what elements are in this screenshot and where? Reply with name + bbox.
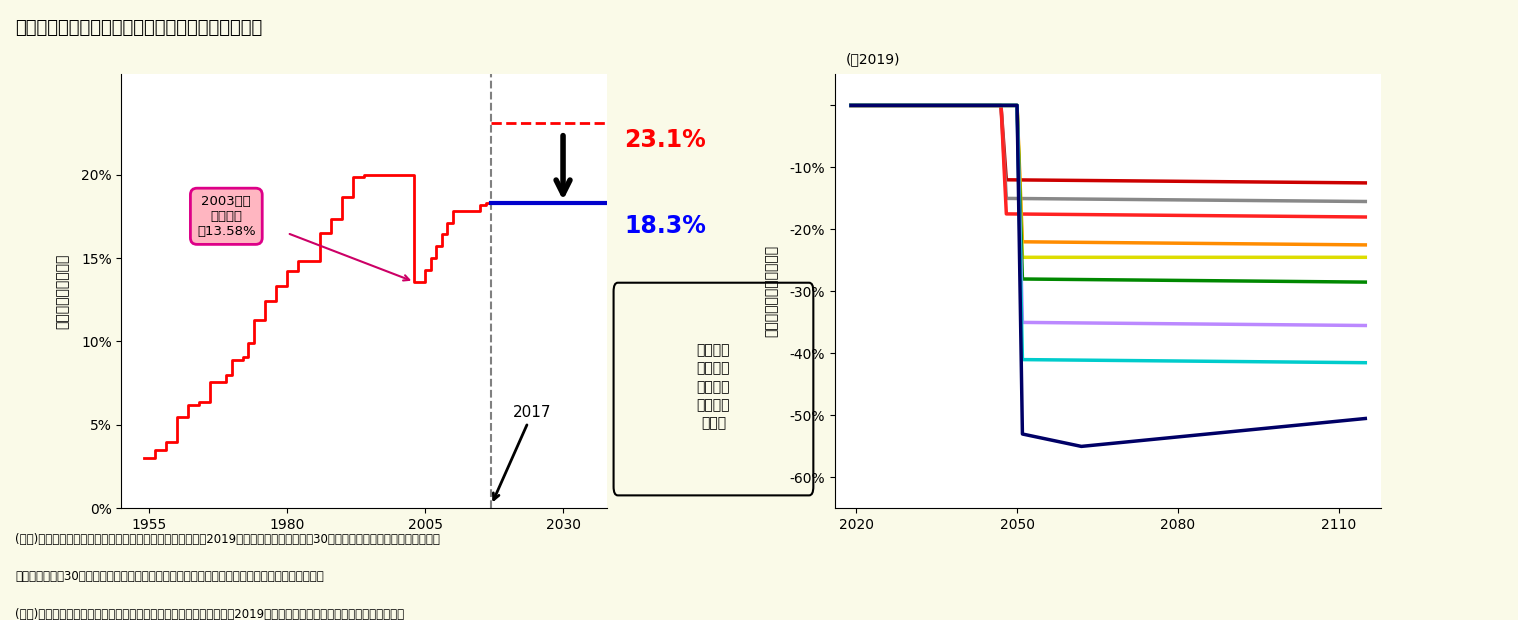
Text: 2003年の
保険料率
は13.58%: 2003年の 保険料率 は13.58% <box>197 195 255 238</box>
FancyBboxPatch shape <box>613 283 814 495</box>
Text: 国民年金
も同様に
実質的な
保険料額
を固定: 国民年金 も同様に 実質的な 保険料額 を固定 <box>697 343 730 431</box>
Text: 2017: 2017 <box>493 405 553 500</box>
Text: (注１)　右のグラフは、厚生労働省が公表した将来見通し（2019年財政検証）で示された30通りの見通しのうち、一部を抜粸し: (注１) 右のグラフは、厚生労働省が公表した将来見通し（2019年財政検証）で示… <box>15 533 440 546</box>
Text: たもの。30通りの見通しは、６通りの経済前提と５通りの人口前提を組み合わせたもの。: たもの。30通りの見通しは、６通りの経済前提と５通りの人口前提を組み合わせたもの… <box>15 570 323 583</box>
Text: 23.1%: 23.1% <box>624 128 706 151</box>
Y-axis label: 年金額の目減り（累積）: 年金額の目減り（累積） <box>765 246 779 337</box>
Text: 18.3%: 18.3% <box>624 215 706 238</box>
Y-axis label: 厚生年金の保険料率: 厚生年金の保険料率 <box>56 254 70 329</box>
Text: (対2019): (対2019) <box>846 51 900 66</box>
Text: 図表３　保険料率の推移と年金額の目減りの見通し: 図表３ 保険料率の推移と年金額の目減りの見通し <box>15 19 263 37</box>
Text: (資料)　厚生労働省「年金改革の骨格に関する方向性と論点」、同「2019年財政検証詳細結果等１」等より筆者作成。: (資料) 厚生労働省「年金改革の骨格に関する方向性と論点」、同「2019年財政検… <box>15 608 404 620</box>
